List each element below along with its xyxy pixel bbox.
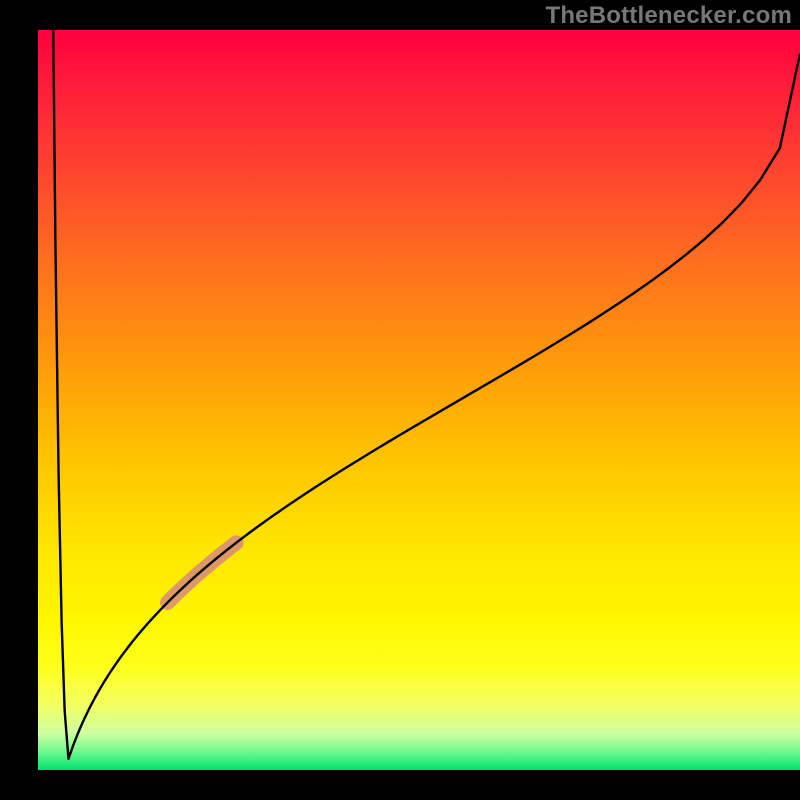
curve-layer (38, 30, 800, 770)
plot-area (38, 30, 800, 770)
chart-frame: TheBottlenecker.com (0, 0, 800, 800)
watermark-text: TheBottlenecker.com (545, 2, 792, 30)
bottleneck-curve (53, 30, 800, 759)
